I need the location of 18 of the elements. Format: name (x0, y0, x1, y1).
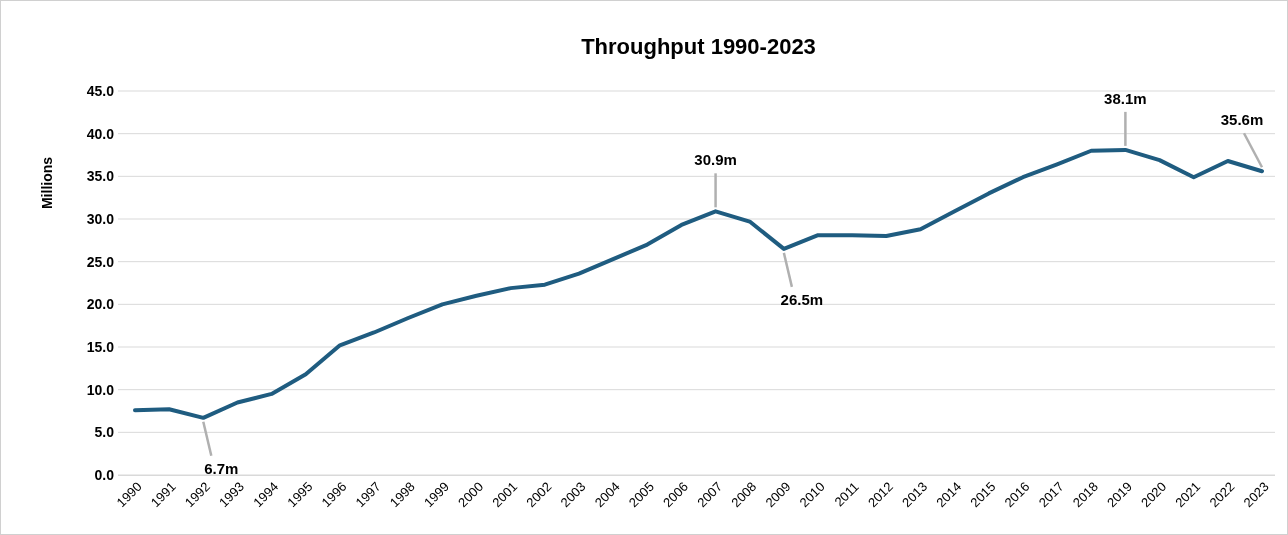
annotation: 35.6m (1220, 111, 1264, 129)
y-tick-label: 15.0 (86, 338, 115, 355)
chart-title: Throughput 1990-2023 (581, 34, 816, 59)
y-tick-label: 25.0 (86, 253, 115, 270)
annotation: 38.1m (1104, 89, 1147, 107)
y-tick-label: 0.0 (94, 466, 115, 483)
y-tick-label: 5.0 (94, 424, 115, 441)
line-series (133, 147, 1264, 420)
annotation: 6.7m (204, 459, 239, 477)
y-tick-label: 35.0 (86, 168, 115, 185)
y-tick-label: 45.0 (86, 82, 115, 99)
annotation: 30.9m (694, 151, 737, 169)
annotation: 26.5m (780, 290, 824, 308)
y-tick-label: 40.0 (86, 125, 115, 142)
y-tick-label: 30.0 (86, 210, 115, 227)
y-tick-label: 10.0 (86, 381, 115, 398)
y-axis-title: Millions (39, 156, 55, 210)
y-tick-label: 20.0 (86, 296, 115, 313)
